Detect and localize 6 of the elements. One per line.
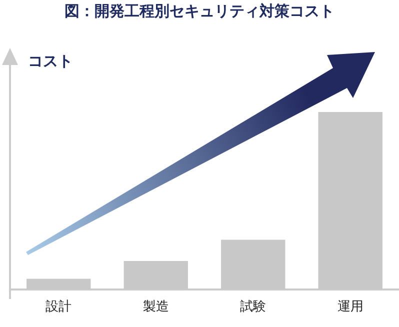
x-tick-label: 製造 — [142, 300, 169, 315]
chart-title: 図：開発工程別セキュリティ対策コスト — [64, 2, 336, 21]
x-tick-label: 設計 — [46, 300, 72, 315]
x-tick-label: 運用 — [337, 300, 364, 315]
y-axis-title: コスト — [28, 52, 73, 71]
x-tick-label: 試験 — [240, 300, 266, 315]
